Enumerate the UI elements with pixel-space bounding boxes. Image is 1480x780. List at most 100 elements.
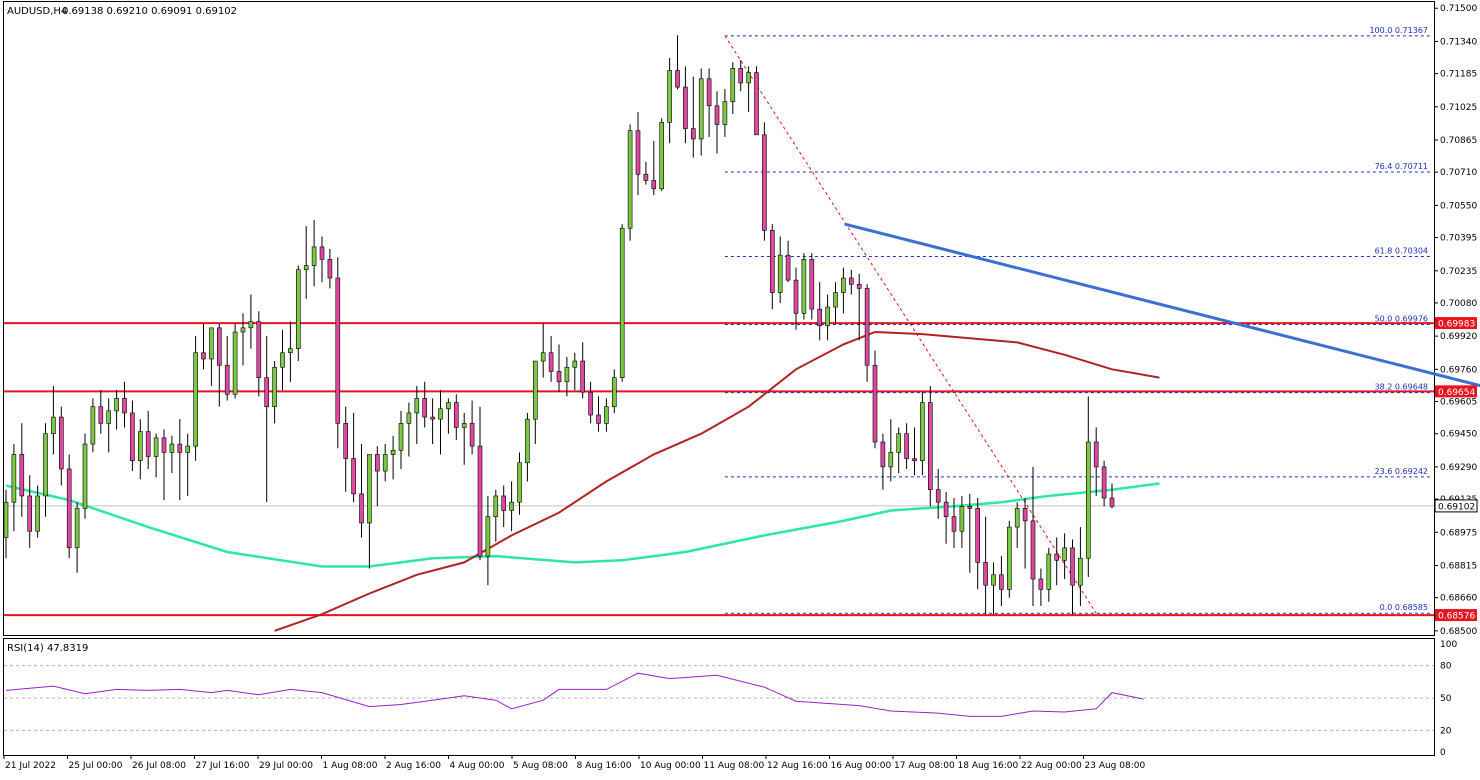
candle-bear [27, 495, 33, 532]
candle-bull [272, 366, 277, 408]
candle-bear [501, 495, 507, 511]
candle-bull [888, 452, 894, 468]
candle-bull [461, 423, 467, 428]
candle-bull [280, 352, 285, 368]
candle-bear [856, 283, 862, 289]
x-tick-label: 2 Aug 16:00 [386, 761, 441, 771]
candle-bull [295, 269, 301, 349]
candle-bear [1101, 466, 1107, 499]
candle-bull [825, 306, 830, 327]
candle-bull [659, 122, 665, 190]
candle-bear [872, 364, 878, 443]
candle-bull [485, 516, 491, 557]
candle-bear [224, 364, 230, 395]
candle-bear [635, 130, 641, 175]
x-tick-label: 22 Aug 00:00 [1021, 761, 1082, 771]
x-tick-label: 23 Aug 08:00 [1085, 761, 1146, 771]
candle-bull [209, 327, 214, 360]
candle-bull [446, 402, 451, 410]
y-tick-label: 0.70550 [1440, 201, 1477, 211]
candle-bear [935, 489, 941, 503]
candle-bull [398, 423, 404, 451]
y-tick-label: 0.71185 [1440, 70, 1477, 80]
candle-bull [240, 327, 246, 333]
descending-trendline [844, 222, 1480, 388]
candle-bear [548, 352, 554, 372]
x-tick-label: 12 Aug 16:00 [767, 761, 828, 771]
candle-bear [351, 458, 356, 495]
level-price-tag-1 [1435, 385, 1477, 398]
candle-bull [517, 462, 522, 503]
y-tick-label: 0.70865 [1440, 136, 1477, 146]
candle-bear [754, 72, 759, 136]
y-tick-label: 0.70710 [1440, 168, 1477, 178]
candle-bear [675, 70, 680, 88]
candle-bear [161, 437, 167, 453]
x-tick-label: 16 Aug 00:00 [831, 761, 892, 771]
candle-bull [1006, 526, 1012, 590]
candle-bull [619, 227, 625, 378]
candle-bull [991, 574, 996, 586]
x-tick-label: 10 Aug 00:00 [640, 761, 701, 771]
candle-bear [1022, 508, 1028, 522]
rsi-tick-label: 50 [1440, 694, 1452, 704]
rsi-panel [3, 638, 1435, 756]
rsi-tick-label: 80 [1440, 662, 1452, 672]
candle-bear [1093, 441, 1099, 468]
candle-bull [414, 398, 420, 414]
y-tick-label: 0.71025 [1440, 103, 1477, 113]
candle-bull [698, 78, 704, 140]
candle-bull [138, 431, 143, 461]
candle-bear [130, 412, 135, 461]
candle-bear [98, 406, 104, 424]
candle-bear [556, 371, 562, 383]
candle-bull [82, 443, 88, 509]
candle-bear [1054, 553, 1059, 561]
fib-label-2: 61.8 0.70304 [1375, 246, 1428, 255]
candle-bear [904, 433, 909, 459]
candle-bull [627, 130, 633, 229]
y-tick-label: 0.70080 [1440, 299, 1477, 309]
candle-bull [841, 277, 846, 293]
level-price-tag-2 [1435, 609, 1477, 622]
candle-bull [777, 254, 783, 293]
candle-bull [193, 352, 198, 447]
x-tick-label: 21 Jul 2022 [5, 761, 56, 771]
candle-bull [438, 408, 443, 420]
candle-bull [35, 495, 40, 532]
candle-bear [785, 254, 791, 281]
y-tick-label: 0.69450 [1440, 430, 1477, 440]
x-tick-label: 27 Jul 16:00 [196, 761, 250, 771]
candle-bull [572, 360, 578, 368]
x-tick-label: 18 Aug 16:00 [958, 761, 1019, 771]
candle-bull [532, 360, 538, 420]
candle-bear [943, 501, 949, 518]
candle-bear [596, 414, 601, 424]
candle-bear [809, 259, 815, 310]
symbol-label: AUDUSD,H4 [7, 6, 67, 17]
candle-bear [327, 259, 333, 279]
x-tick-label: 8 Aug 16:00 [577, 761, 632, 771]
candle-bull [74, 508, 80, 549]
candle-bull [801, 259, 807, 314]
candle-bull [1062, 547, 1067, 561]
candle-bull [746, 72, 751, 84]
candle-bull [3, 501, 9, 538]
current-price-tag [1434, 499, 1478, 513]
candle-bull [564, 366, 570, 383]
slow-moving-average [5, 482, 1160, 568]
rsi-header: RSI(14) 47.8319 [7, 643, 88, 654]
candle-bear [217, 327, 222, 366]
level-price-tag-text-1: 0.69654 [1438, 388, 1475, 398]
candle-bull [1086, 441, 1091, 559]
candle-bear [999, 574, 1004, 590]
rsi-line [5, 672, 1144, 717]
candle-bull [540, 352, 546, 362]
candle-bear [690, 128, 696, 140]
candle-bear [66, 468, 72, 549]
candle-bull [11, 454, 17, 503]
candle-bull [833, 292, 838, 308]
candle-bull [1014, 508, 1020, 528]
